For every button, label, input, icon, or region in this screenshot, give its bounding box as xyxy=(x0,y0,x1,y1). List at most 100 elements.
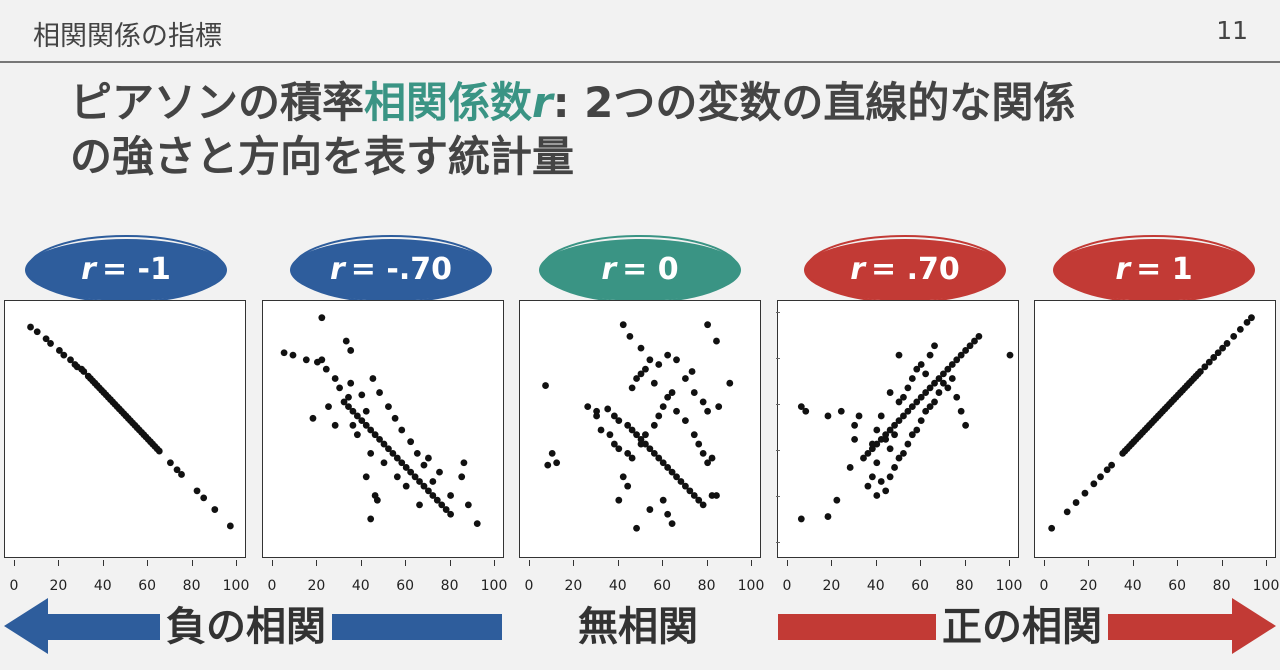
scatter-point xyxy=(398,426,406,434)
scatter-point xyxy=(325,403,332,410)
scatter-point xyxy=(371,431,379,439)
x-tick-label: 80 xyxy=(1212,578,1231,594)
scatter-point xyxy=(391,414,399,422)
x-tick-label: 100 xyxy=(737,578,765,594)
scatter-point xyxy=(353,431,361,439)
x-tick-mark xyxy=(1009,560,1010,566)
scatter-point xyxy=(367,515,375,523)
scatter-point xyxy=(425,454,432,462)
x-tick-mark xyxy=(529,560,530,566)
scatter-point xyxy=(385,445,392,453)
scatter-point xyxy=(606,431,614,439)
x-tick-mark xyxy=(831,560,833,566)
scatter-point xyxy=(416,478,423,485)
x-axis-2: 0 20 40 60 80 100 xyxy=(262,560,507,600)
scatter-point xyxy=(659,496,667,504)
scatter-point xyxy=(610,412,618,420)
scatter-point xyxy=(659,403,667,410)
x-tick-mark xyxy=(573,560,575,566)
scatter-point xyxy=(1081,489,1089,497)
scatter-point xyxy=(908,403,916,410)
scatter-point xyxy=(624,421,632,429)
scatter-point xyxy=(686,487,694,495)
badge-r-pos-070: r = .70 xyxy=(801,233,1009,305)
x-tick-mark xyxy=(360,560,362,566)
scatter-point xyxy=(948,375,956,382)
x-tick-label: 0 xyxy=(9,578,19,594)
x-axis-5: 0 20 40 60 80 100 xyxy=(1034,560,1279,600)
scatter-point xyxy=(615,417,623,425)
scatter-point xyxy=(358,391,366,399)
scatter-point xyxy=(173,466,181,474)
scatter-point xyxy=(447,492,454,499)
x-tick-label: 40 xyxy=(1123,578,1142,594)
scatter-point xyxy=(957,351,965,359)
headline-variable: r xyxy=(532,78,553,127)
scatter-point xyxy=(940,370,947,378)
x-tick-label: 0 xyxy=(267,578,277,594)
scatter-point xyxy=(633,524,640,532)
scatter-panel-r-neg-070 xyxy=(262,300,504,558)
negative-correlation-label: 負の相関 xyxy=(160,598,332,656)
scatter-point xyxy=(436,468,443,476)
scatter-point xyxy=(668,468,676,476)
scatter-point xyxy=(80,368,88,375)
scatter-point xyxy=(155,447,163,455)
scatter-point xyxy=(1048,524,1056,532)
scatter-point xyxy=(1201,363,1209,371)
headline-part2: : 2つの変数の直線的な関係 xyxy=(552,78,1076,127)
scatter-point xyxy=(851,421,858,429)
scatter-point xyxy=(655,361,663,368)
scatter-point xyxy=(542,382,549,389)
scatter-point xyxy=(380,459,388,467)
badge-value: = 0 xyxy=(622,251,679,287)
scatter-point xyxy=(345,403,352,410)
scatter-point xyxy=(833,496,841,504)
scatter-point xyxy=(895,351,903,359)
x-tick-label: 100 xyxy=(1252,578,1280,594)
scatter-point xyxy=(966,342,974,350)
x-tick-mark xyxy=(787,560,788,566)
scatter-point xyxy=(353,412,361,420)
scatter-point xyxy=(349,421,357,429)
scatter-panel-r-pos-1 xyxy=(1034,300,1276,558)
badge-var: r xyxy=(850,251,866,287)
scatter-point xyxy=(637,435,645,443)
x-tick-label: 60 xyxy=(396,578,415,594)
scatter-point xyxy=(178,471,185,478)
scatter-point xyxy=(389,450,397,457)
scatter-point xyxy=(460,459,468,467)
scatter-point xyxy=(935,389,943,396)
scatter-point xyxy=(704,321,711,329)
scatter-point xyxy=(682,417,689,425)
scatter-point xyxy=(650,421,658,429)
scatter-point xyxy=(604,405,612,413)
scatter-point xyxy=(340,398,348,406)
scatter-point xyxy=(642,365,649,373)
x-tick-label: 80 xyxy=(182,578,201,594)
scatter-point xyxy=(619,321,627,329)
scatter-point xyxy=(362,421,370,429)
scatter-point xyxy=(42,335,50,343)
scatter-point xyxy=(860,454,867,462)
scatter-point xyxy=(922,389,930,396)
scatter-point xyxy=(913,426,921,434)
badge-value: = -1 xyxy=(101,251,171,287)
scatter-point xyxy=(593,412,600,420)
x-tick-mark xyxy=(494,560,495,566)
scatter-point xyxy=(797,515,805,523)
scatter-point xyxy=(962,421,969,429)
scatter-point xyxy=(407,468,415,476)
no-correlation-label: 無相関 xyxy=(572,598,704,656)
scatter-point xyxy=(593,407,600,415)
scatter-point xyxy=(673,473,680,481)
scatter-point xyxy=(413,450,421,457)
scatter-point xyxy=(193,487,201,495)
scatter-point xyxy=(868,440,876,448)
scatter-point xyxy=(331,375,339,382)
scatter-point xyxy=(1103,466,1111,474)
headline-highlight: 相関係数 xyxy=(364,78,533,127)
scatter-point xyxy=(913,365,921,373)
scatter-point xyxy=(882,435,890,443)
